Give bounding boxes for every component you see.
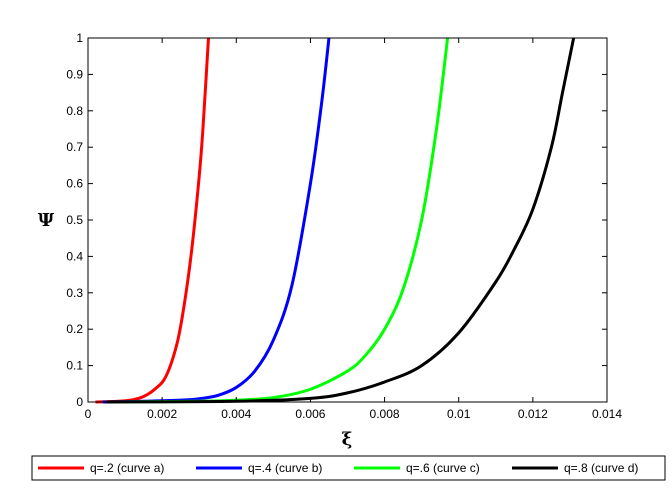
x-tick-label: 0.002 — [147, 407, 177, 421]
x-axis-ticks: 0 0.002 0.004 0.006 0.008 0.01 0.012 0.014 — [85, 38, 622, 421]
series-line-1 — [95, 37, 210, 404]
x-tick-label: 0.006 — [295, 407, 325, 421]
x-axis-title: ξ — [342, 429, 353, 450]
y-tick-label: 0.6 — [66, 177, 83, 191]
y-tick-label: 0.9 — [66, 67, 83, 81]
legend-box — [31, 455, 666, 481]
x-tick-label: 0.014 — [592, 407, 622, 421]
legend-label-4: q=.8 (curve d) — [564, 461, 638, 475]
x-tick-label: 0.008 — [370, 407, 400, 421]
y-tick-label: 0.5 — [66, 213, 83, 227]
y-tick-label: 0 — [76, 395, 83, 409]
y-tick-label: 0.8 — [66, 104, 83, 118]
x-tick-label: 0 — [85, 407, 92, 421]
y-tick-label: 1 — [76, 31, 83, 45]
x-tick-label: 0.004 — [221, 407, 251, 421]
legend: q=.2 (curve a) q=.4 (curve b) q=.6 (curve … — [31, 455, 666, 481]
legend-label-2: q=.4 (curve b) — [248, 461, 322, 475]
y-axis-ticks: 0 0.1 0.2 0.3 0.4 0.5 0.6 0.7 0.8 0.9 1 — [66, 31, 607, 409]
legend-label-3: q=.6 (curve c) — [406, 461, 480, 475]
series-layer — [95, 37, 576, 404]
legend-label-1: q=.2 (curve a) — [90, 461, 164, 475]
y-tick-label: 0.3 — [66, 286, 83, 300]
plot-area — [88, 38, 607, 402]
x-tick-label: 0.01 — [447, 407, 471, 421]
y-tick-label: 0.4 — [66, 249, 83, 263]
y-tick-label: 0.7 — [66, 140, 83, 154]
y-tick-label: 0.1 — [66, 359, 83, 373]
y-axis-title: Ψ — [38, 210, 55, 231]
y-tick-label: 0.2 — [66, 322, 83, 336]
x-tick-label: 0.012 — [518, 407, 548, 421]
series-line-4 — [106, 37, 576, 404]
